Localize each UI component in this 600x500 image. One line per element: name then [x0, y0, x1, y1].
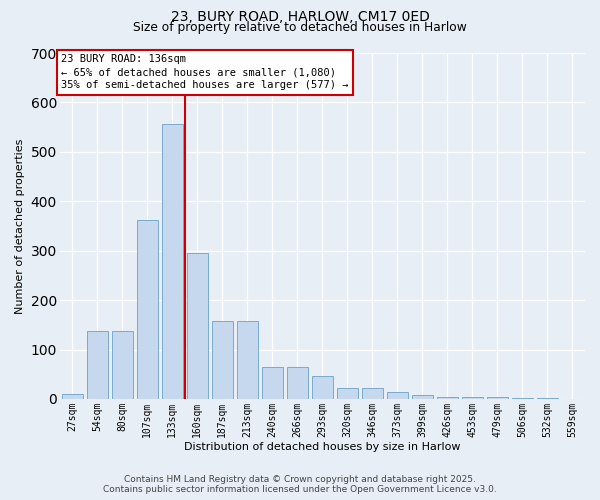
Text: Contains HM Land Registry data © Crown copyright and database right 2025.
Contai: Contains HM Land Registry data © Crown c…: [103, 474, 497, 494]
Y-axis label: Number of detached properties: Number of detached properties: [15, 138, 25, 314]
Bar: [362, 388, 383, 399]
Bar: [487, 398, 508, 399]
Bar: [337, 388, 358, 399]
Text: 23 BURY ROAD: 136sqm
← 65% of detached houses are smaller (1,080)
35% of semi-de: 23 BURY ROAD: 136sqm ← 65% of detached h…: [61, 54, 349, 90]
Bar: [161, 124, 183, 399]
Bar: [137, 220, 158, 399]
Bar: [287, 367, 308, 399]
Bar: [62, 394, 83, 399]
Bar: [187, 253, 208, 399]
Text: 23, BURY ROAD, HARLOW, CM17 0ED: 23, BURY ROAD, HARLOW, CM17 0ED: [170, 10, 430, 24]
Bar: [212, 322, 233, 399]
Bar: [387, 392, 408, 399]
Bar: [437, 397, 458, 399]
Bar: [86, 331, 108, 399]
Bar: [236, 322, 258, 399]
Text: Size of property relative to detached houses in Harlow: Size of property relative to detached ho…: [133, 22, 467, 35]
Bar: [112, 331, 133, 399]
Bar: [262, 367, 283, 399]
Bar: [312, 376, 333, 399]
X-axis label: Distribution of detached houses by size in Harlow: Distribution of detached houses by size …: [184, 442, 461, 452]
Bar: [462, 398, 483, 399]
Bar: [412, 396, 433, 399]
